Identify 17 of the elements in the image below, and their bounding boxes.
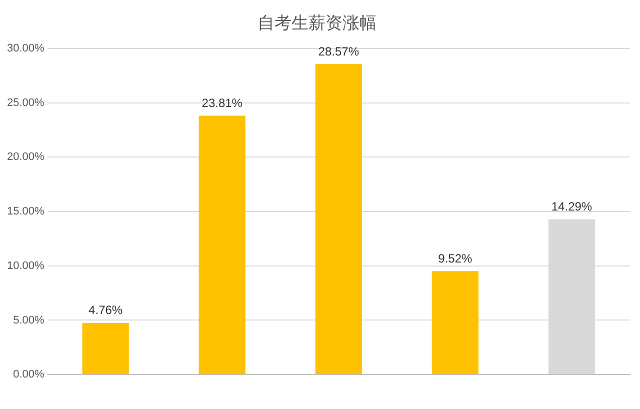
- y-tick-label: 30.00%: [6, 42, 45, 54]
- y-tick-label: 25.00%: [6, 96, 45, 109]
- data-label: 9.52%: [438, 251, 473, 266]
- data-label: 14.29%: [551, 200, 592, 214]
- y-tick-label: 10.00%: [6, 260, 45, 272]
- y-tick-label: 0.00%: [13, 368, 45, 381]
- chart-title: 自考生薪资涨幅: [258, 14, 376, 34]
- data-label: 4.76%: [88, 303, 123, 318]
- data-label: 23.81%: [202, 96, 243, 110]
- y-tick-label: 20.00%: [6, 151, 45, 164]
- y-tick-label: 15.00%: [6, 206, 45, 218]
- bar: [198, 116, 246, 374]
- y-tick-label: 5.00%: [13, 314, 45, 326]
- data-label: 28.57%: [318, 44, 360, 58]
- bar: [315, 64, 362, 374]
- bar: [82, 322, 129, 374]
- bar: [432, 271, 478, 374]
